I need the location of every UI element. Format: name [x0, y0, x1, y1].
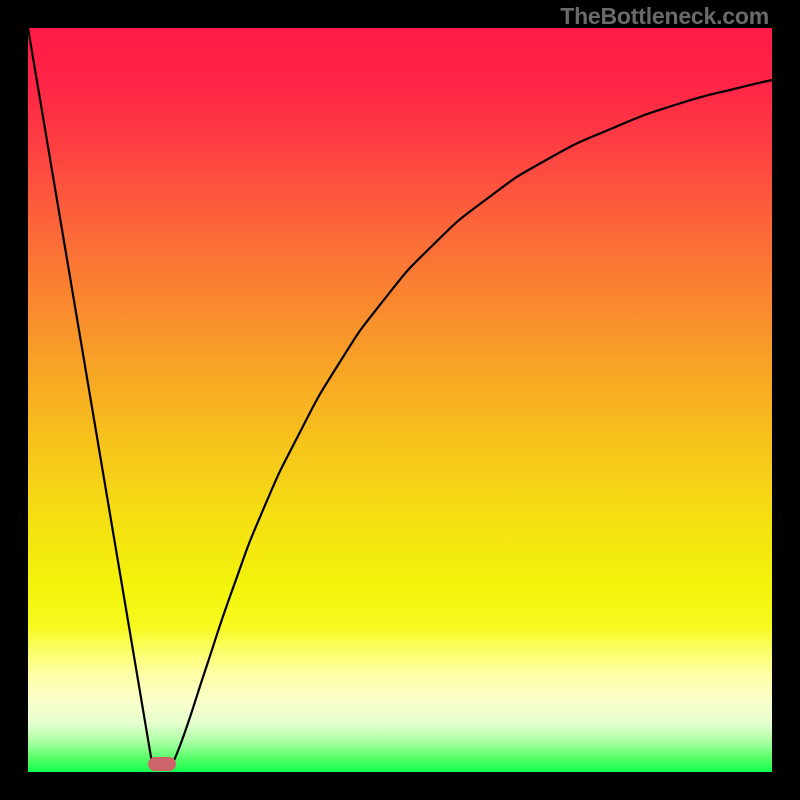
valley-marker — [148, 757, 176, 771]
curve-layer — [28, 28, 772, 772]
watermark-text: TheBottleneck.com — [560, 3, 769, 30]
curve-right-branch — [173, 80, 772, 763]
chart-root: { "watermark": { "text": "TheBottleneck.… — [0, 0, 800, 800]
curve-left-branch — [28, 28, 152, 763]
plot-area — [28, 28, 772, 772]
